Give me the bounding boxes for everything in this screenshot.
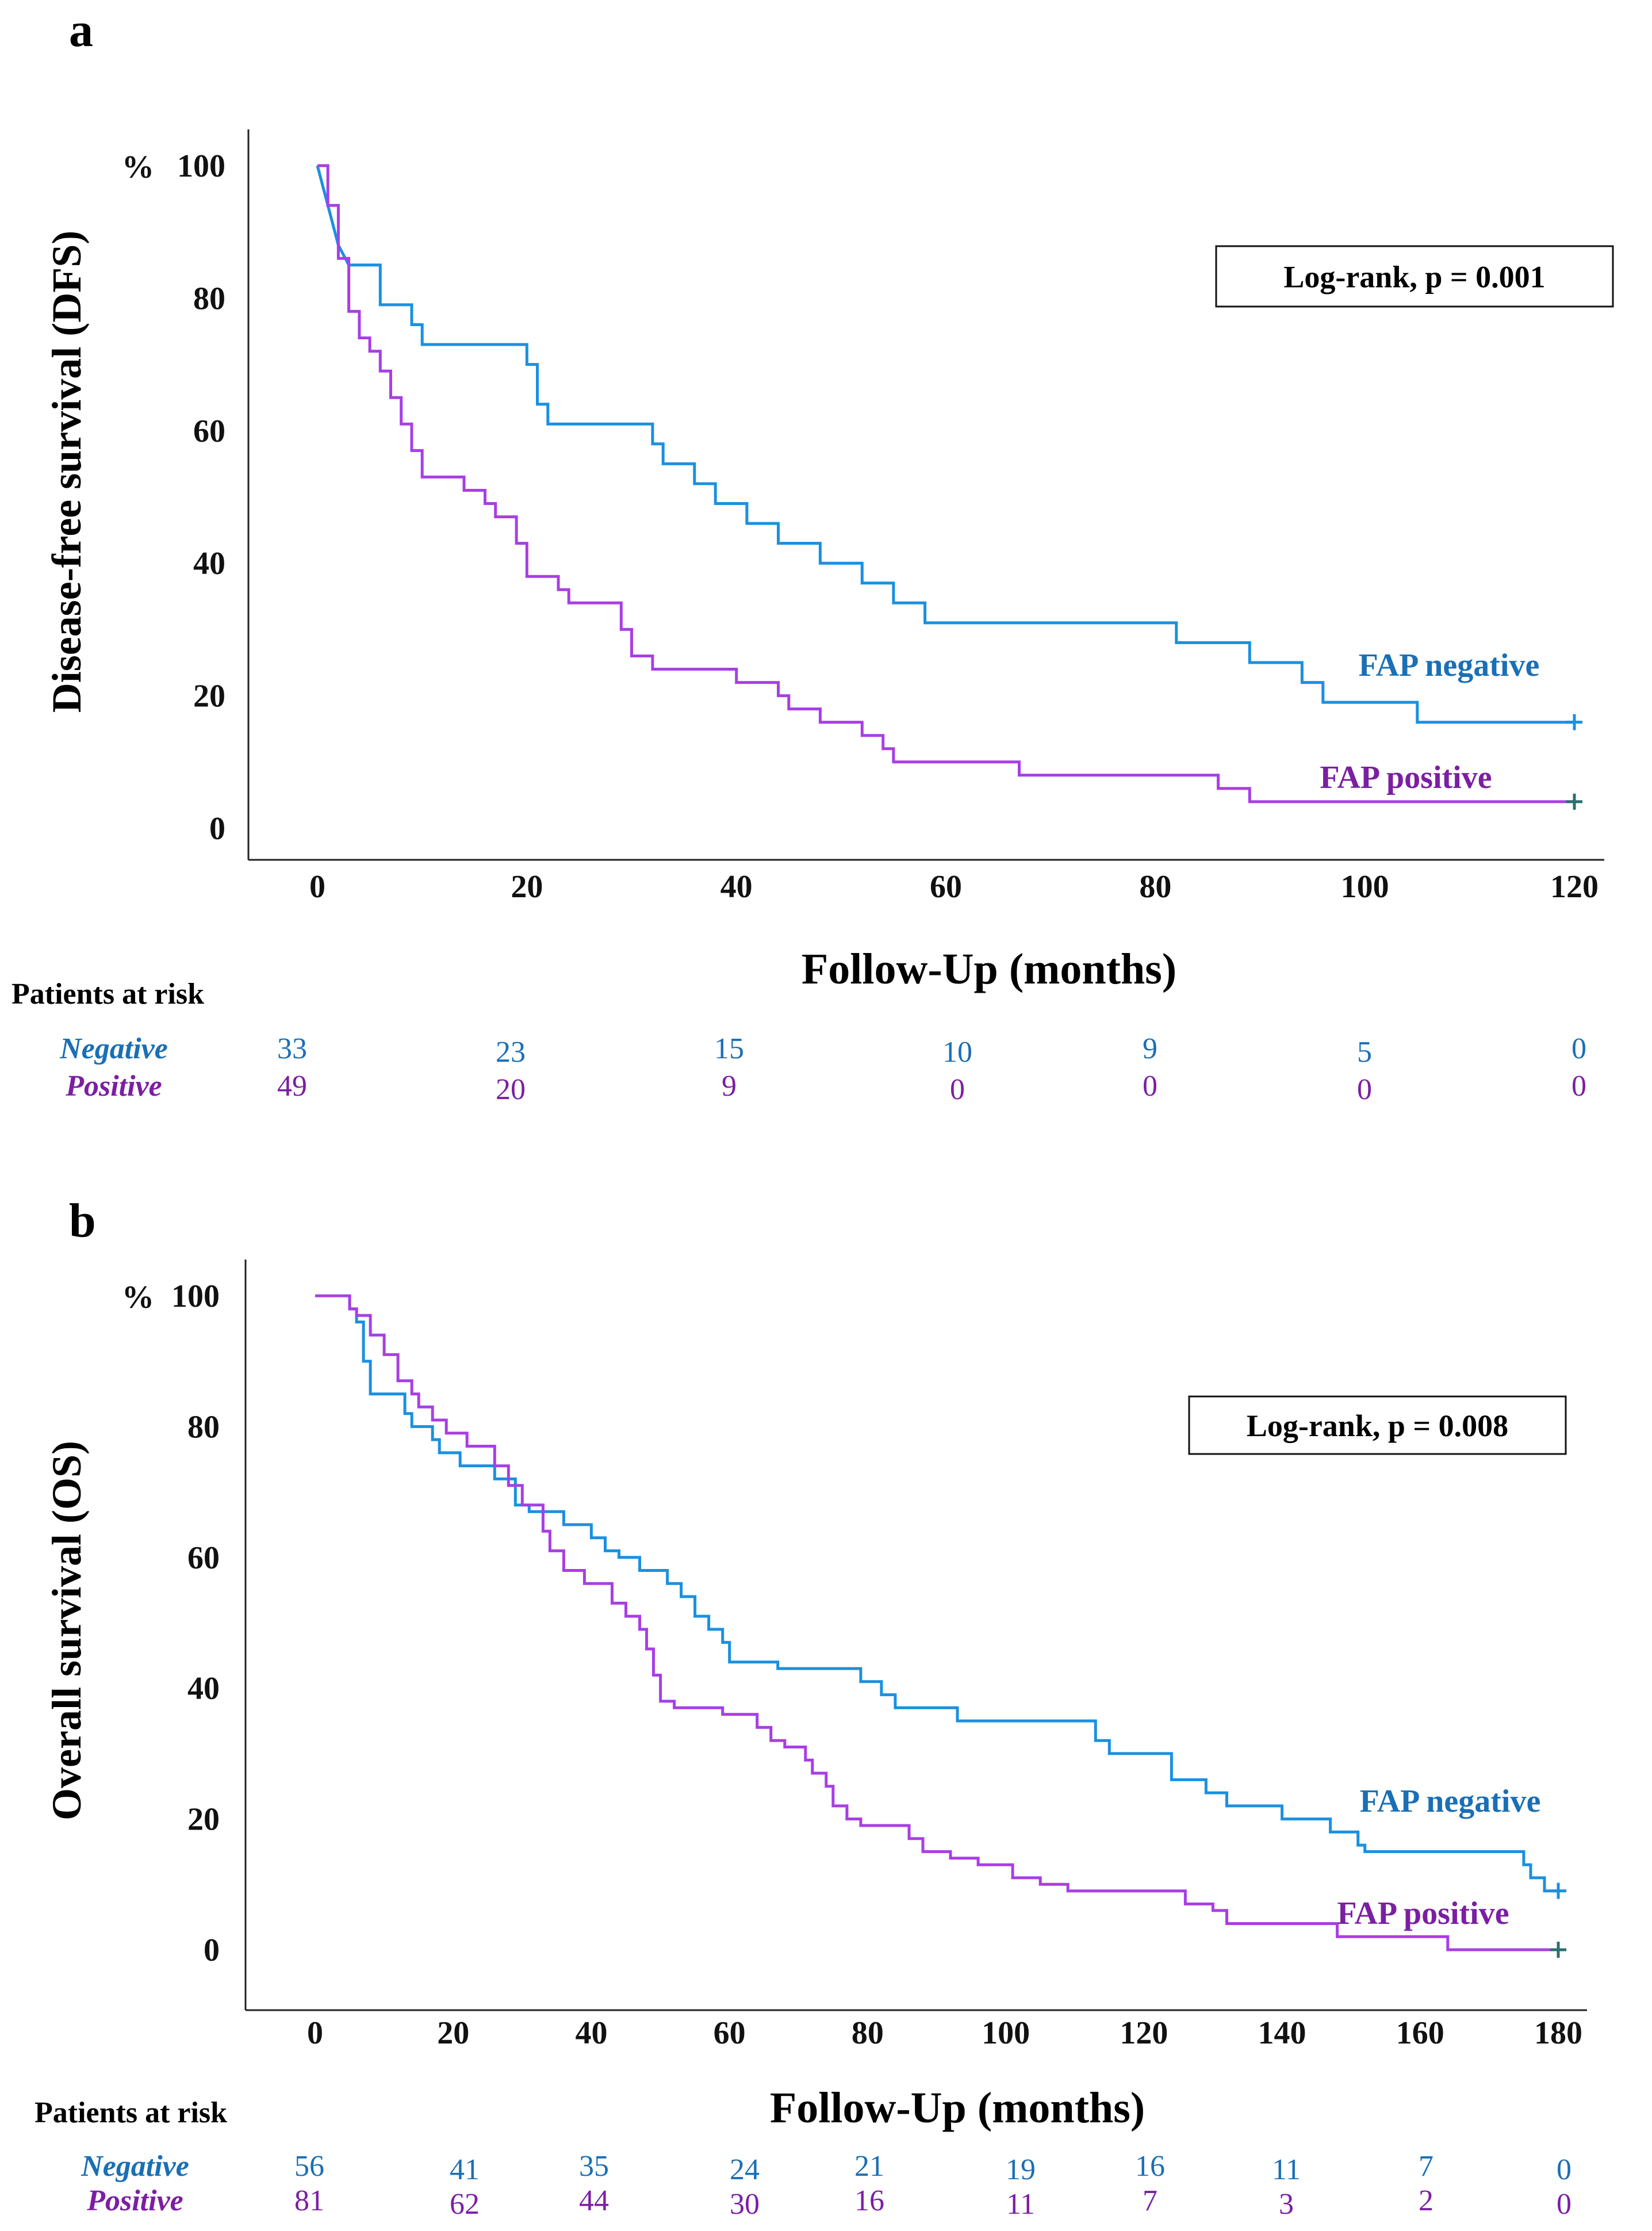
x-tick-label: 140: [1258, 2015, 1306, 2051]
risk-cell: 9: [722, 1070, 737, 1103]
y-tick-label: 0: [209, 811, 225, 847]
risk-cell: 23: [496, 1036, 526, 1069]
log-rank-box: [1215, 245, 1614, 308]
x-tick-label: 100: [982, 2015, 1030, 2051]
x-tick-label: 60: [714, 2015, 746, 2051]
log-rank-label: Log-rank, p = 0.008: [1247, 1409, 1508, 1443]
x-tick-label: 40: [575, 2015, 607, 2051]
y-tick-label: 40: [187, 1671, 220, 1706]
risk-cell: 81: [294, 2184, 324, 2217]
risk-cell: 0: [950, 1073, 965, 1106]
risk-cell: 21: [854, 2150, 884, 2183]
risk-cell: 7: [1419, 2150, 1433, 2183]
x-tick-label: 100: [1341, 869, 1389, 905]
risk-cell: 5: [1357, 1036, 1372, 1069]
risk-cell: 0: [1571, 1070, 1586, 1103]
risk-cell: 44: [579, 2184, 609, 2217]
y-tick-label: 0: [204, 1932, 220, 1968]
risk-cell: 0: [1143, 1070, 1157, 1103]
x-tick-label: 180: [1534, 2015, 1582, 2051]
x-tick-label: 160: [1396, 2015, 1444, 2051]
risk-cell: 11: [1272, 2153, 1301, 2186]
risk-cell: 15: [714, 1032, 744, 1065]
x-axis-title: Follow-Up (months): [770, 2084, 1145, 2132]
censor-mark: [1566, 793, 1582, 810]
y-tick-label: 20: [187, 1802, 220, 1838]
y-tick-label: 80: [187, 1409, 220, 1445]
x-tick-label: 80: [852, 2015, 884, 2051]
risk-cell: 24: [730, 2153, 760, 2186]
series-label-positive: FAP positive: [1337, 1896, 1509, 1931]
risk-cell: 56: [294, 2150, 324, 2183]
risk-cell: 62: [450, 2188, 480, 2221]
y-unit-label: %: [122, 150, 154, 185]
risk-cell: 11: [1006, 2188, 1035, 2221]
risk-cell: 49: [277, 1070, 307, 1103]
y-tick-label: 100: [177, 148, 225, 184]
series-label-negative: FAP negative: [1359, 648, 1540, 683]
x-tick-label: 0: [307, 2015, 323, 2051]
risk-cell: 20: [496, 1073, 526, 1106]
y-tick-label: 20: [193, 679, 225, 714]
x-axis-title: Follow-Up (months): [802, 945, 1176, 993]
panel-label: b: [69, 1194, 96, 1247]
risk-cell: 33: [277, 1032, 307, 1065]
x-tick-label: 20: [437, 2015, 469, 2051]
y-tick-label: 80: [193, 281, 225, 316]
x-tick-label: 40: [720, 869, 753, 905]
risk-cell: 3: [1279, 2188, 1294, 2221]
risk-cell: 7: [1143, 2184, 1157, 2217]
x-tick-label: 120: [1120, 2015, 1168, 2051]
risk-cell: 0: [1557, 2153, 1571, 2186]
risk-cell: 9: [1143, 1032, 1157, 1065]
y-axis-title: Disease-free survival (DFS): [44, 231, 90, 713]
x-tick-label: 20: [511, 869, 543, 905]
risk-row-label: Negative: [59, 1032, 168, 1065]
x-tick-label: 60: [930, 869, 962, 905]
censor-mark: [1566, 714, 1582, 730]
km-curve-positive: [317, 164, 1574, 803]
risk-cell: 41: [450, 2153, 480, 2186]
y-axis-title: Overall survival (OS): [44, 1441, 90, 1820]
log-rank-label: Log-rank, p = 0.001: [1283, 260, 1545, 294]
panel-label: a: [69, 3, 93, 57]
censor-mark: [1550, 1882, 1566, 1899]
risk-row-label: Positive: [86, 2184, 183, 2217]
risk-cell: 19: [1006, 2153, 1036, 2186]
km-curve-negative: [315, 1294, 1558, 1893]
log-rank-box: [1188, 1395, 1567, 1455]
risk-cell: 35: [579, 2150, 609, 2183]
y-tick-label: 100: [171, 1279, 220, 1314]
risk-cell: 16: [1135, 2150, 1165, 2183]
risk-table-title: Patients at risk: [12, 978, 204, 1011]
risk-row-label: Negative: [81, 2150, 189, 2183]
censor-mark: [1550, 1942, 1566, 1958]
x-tick-label: 120: [1550, 869, 1599, 905]
series-label-positive: FAP positive: [1320, 760, 1492, 795]
risk-table-title: Patients at risk: [35, 2096, 227, 2129]
risk-cell: 0: [1571, 1032, 1586, 1065]
risk-cell: 0: [1557, 2188, 1571, 2221]
risk-cell: 2: [1419, 2184, 1433, 2217]
y-tick-label: 60: [193, 414, 225, 449]
km-curve-negative: [316, 165, 1574, 724]
y-tick-label: 40: [193, 546, 225, 581]
risk-cell: 30: [730, 2188, 760, 2221]
x-tick-label: 0: [309, 869, 325, 905]
risk-cell: 10: [942, 1036, 972, 1069]
series-label-negative: FAP negative: [1360, 1784, 1541, 1819]
x-tick-label: 80: [1139, 869, 1171, 905]
risk-cell: 16: [854, 2184, 884, 2217]
km-curve-positive: [315, 1294, 1558, 1951]
risk-cell: 0: [1357, 1073, 1372, 1106]
y-unit-label: %: [122, 1280, 154, 1315]
risk-row-label: Positive: [65, 1070, 162, 1103]
y-tick-label: 60: [187, 1540, 220, 1576]
